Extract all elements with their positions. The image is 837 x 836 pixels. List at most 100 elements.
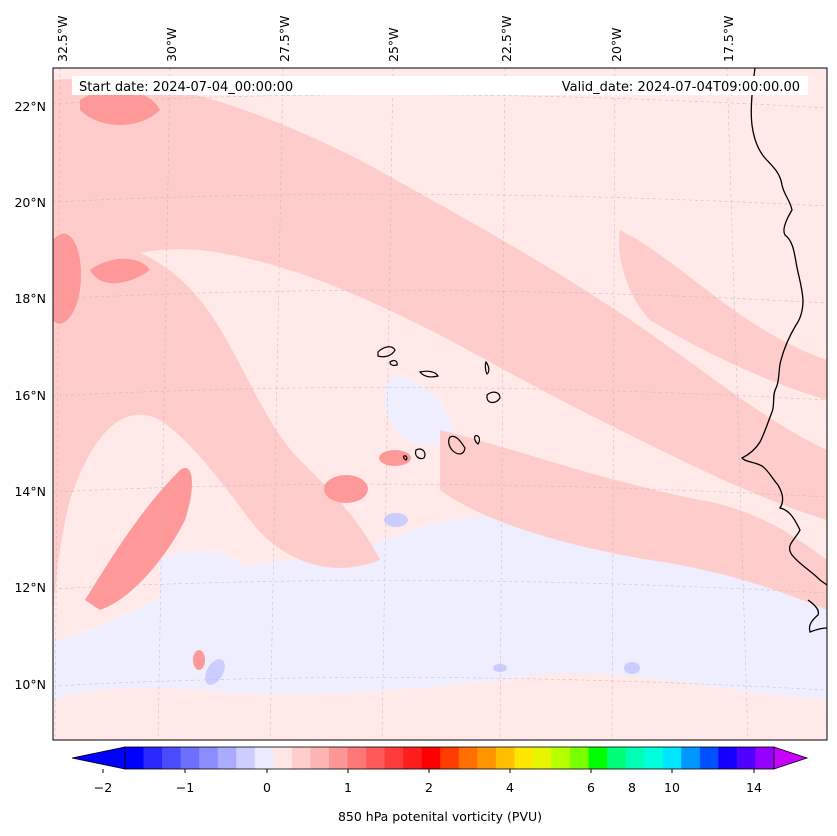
pv-core-blue-1 [384, 513, 408, 527]
colorbar-box [366, 747, 385, 769]
cb-label-0: 0 [263, 780, 271, 795]
cape-verde-islands [377, 346, 501, 461]
grid-lon-30 [157, 68, 171, 740]
lon-label-30w: 30°W [164, 27, 179, 62]
valid-date-label: Valid_date: 2024-07-04T09:00:00.00 [562, 80, 800, 95]
colorbar-color-boxes [125, 747, 775, 769]
colorbar-box [662, 747, 682, 769]
latitude-labels: 22°N 20°N 18°N 16°N 14°N 12°N 10°N [14, 99, 46, 692]
pv-band-northwest [53, 78, 827, 520]
date-banner-background [72, 76, 808, 95]
pv-core-blue-2 [205, 659, 225, 685]
grid-lon-27-5 [269, 68, 284, 740]
colorbar-box [403, 747, 423, 769]
island-sao-vicente [389, 359, 398, 366]
lon-label-32-5w: 32.5°W [55, 16, 70, 62]
lat-label-16n: 16°N [14, 388, 46, 403]
lat-label-18n: 18°N [14, 291, 46, 306]
cb-label-1: 1 [344, 780, 352, 795]
colorbar: −2 −1 0 1 2 4 6 8 10 14 850 hPa potenita… [71, 746, 809, 824]
colorbar-box [532, 747, 552, 769]
lon-label-25w: 25°W [386, 27, 401, 62]
pv-patch-central [384, 375, 452, 447]
colorbar-box [607, 747, 627, 769]
positive-pv-bands [53, 78, 827, 620]
pv-core-west-1 [53, 233, 81, 324]
lat-label-20n: 20°N [14, 195, 46, 210]
cb-label-2: 2 [425, 780, 433, 795]
grid-lon-22-5 [499, 68, 506, 740]
colorbar-outline [124, 746, 775, 770]
colorbar-box [217, 747, 237, 769]
start-date-label: Start date: 2024-07-04_00:00:00 [79, 80, 293, 95]
colorbar-box [551, 747, 571, 769]
grid-lon-20 [611, 68, 616, 740]
island-maio [474, 435, 481, 445]
map-panel [53, 68, 827, 740]
pv-band-east [440, 430, 827, 610]
cb-label-4: 4 [506, 780, 514, 795]
cb-label-minus2: −2 [94, 780, 112, 795]
cb-label-minus1: −1 [176, 780, 194, 795]
cb-label-8: 8 [628, 780, 636, 795]
colorbar-box [588, 747, 608, 769]
island-sao-nicolau [418, 370, 439, 378]
lat-label-22n: 22°N [14, 99, 46, 114]
grid-lon-25 [381, 68, 394, 740]
pv-core-west-2 [90, 258, 150, 284]
colorbar-box [328, 747, 348, 769]
colorbar-title: 850 hPa potenital vorticity (PVU) [338, 809, 542, 824]
colorbar-box [273, 747, 293, 769]
island-sal [484, 360, 490, 375]
colorbar-box [681, 747, 701, 769]
colorbar-box [440, 747, 460, 769]
pv-core-north-1 [80, 89, 160, 125]
grid-lon-17-5 [726, 68, 749, 740]
colorbar-box [384, 747, 404, 769]
colorbar-tick-labels: −2 −1 0 1 2 4 6 8 10 14 [94, 780, 762, 795]
island-boa-vista [486, 391, 501, 404]
island-fogo [414, 448, 426, 460]
colorbar-box [755, 747, 775, 769]
colorbar-box [180, 747, 200, 769]
date-banner: Start date: 2024-07-04_00:00:00 Valid_da… [72, 76, 808, 95]
lon-label-20w: 20°W [609, 27, 624, 62]
colorbar-box [736, 747, 756, 769]
graticule [53, 68, 827, 740]
colorbar-box [514, 747, 534, 769]
colorbar-box [254, 747, 274, 769]
colorbar-ticks [102, 769, 755, 773]
pv-band-northeast [619, 230, 827, 400]
coastline-africa [741, 68, 827, 586]
grid-lon-32-5 [54, 68, 61, 740]
cb-label-6: 6 [587, 780, 595, 795]
colorbar-box [125, 747, 144, 769]
colorbar-box [477, 747, 497, 769]
colorbar-box [570, 747, 589, 769]
island-santo-antao [377, 346, 396, 358]
longitude-labels: 32.5°W 30°W 27.5°W 25°W 22.5°W 20°W 17.5… [55, 16, 736, 62]
colorbar-box [421, 747, 441, 769]
pv-core-central-1 [324, 475, 368, 503]
island-santiago [448, 435, 466, 455]
map-border [52, 67, 828, 741]
colorbar-box [625, 747, 645, 769]
lon-label-22-5w: 22.5°W [499, 16, 514, 62]
colorbar-extend-low-arrow [71, 746, 126, 770]
colorbar-box [495, 747, 515, 769]
colorbar-box [718, 747, 738, 769]
colorbar-box [199, 747, 219, 769]
pv-core-blue-3 [624, 662, 640, 674]
pv-core-south [193, 650, 205, 670]
pv-core-central-2 [379, 450, 411, 466]
coastlines [741, 68, 827, 633]
colorbar-box [236, 747, 256, 769]
colorbar-box [310, 747, 330, 769]
lat-label-14n: 14°N [14, 484, 46, 499]
pv-patch-south-band [53, 514, 827, 700]
lon-label-17-5w: 17.5°W [721, 16, 736, 62]
colorbar-box [699, 747, 719, 769]
colorbar-extend-high-arrow [773, 746, 809, 770]
pv-core-blue-5 [493, 664, 507, 672]
